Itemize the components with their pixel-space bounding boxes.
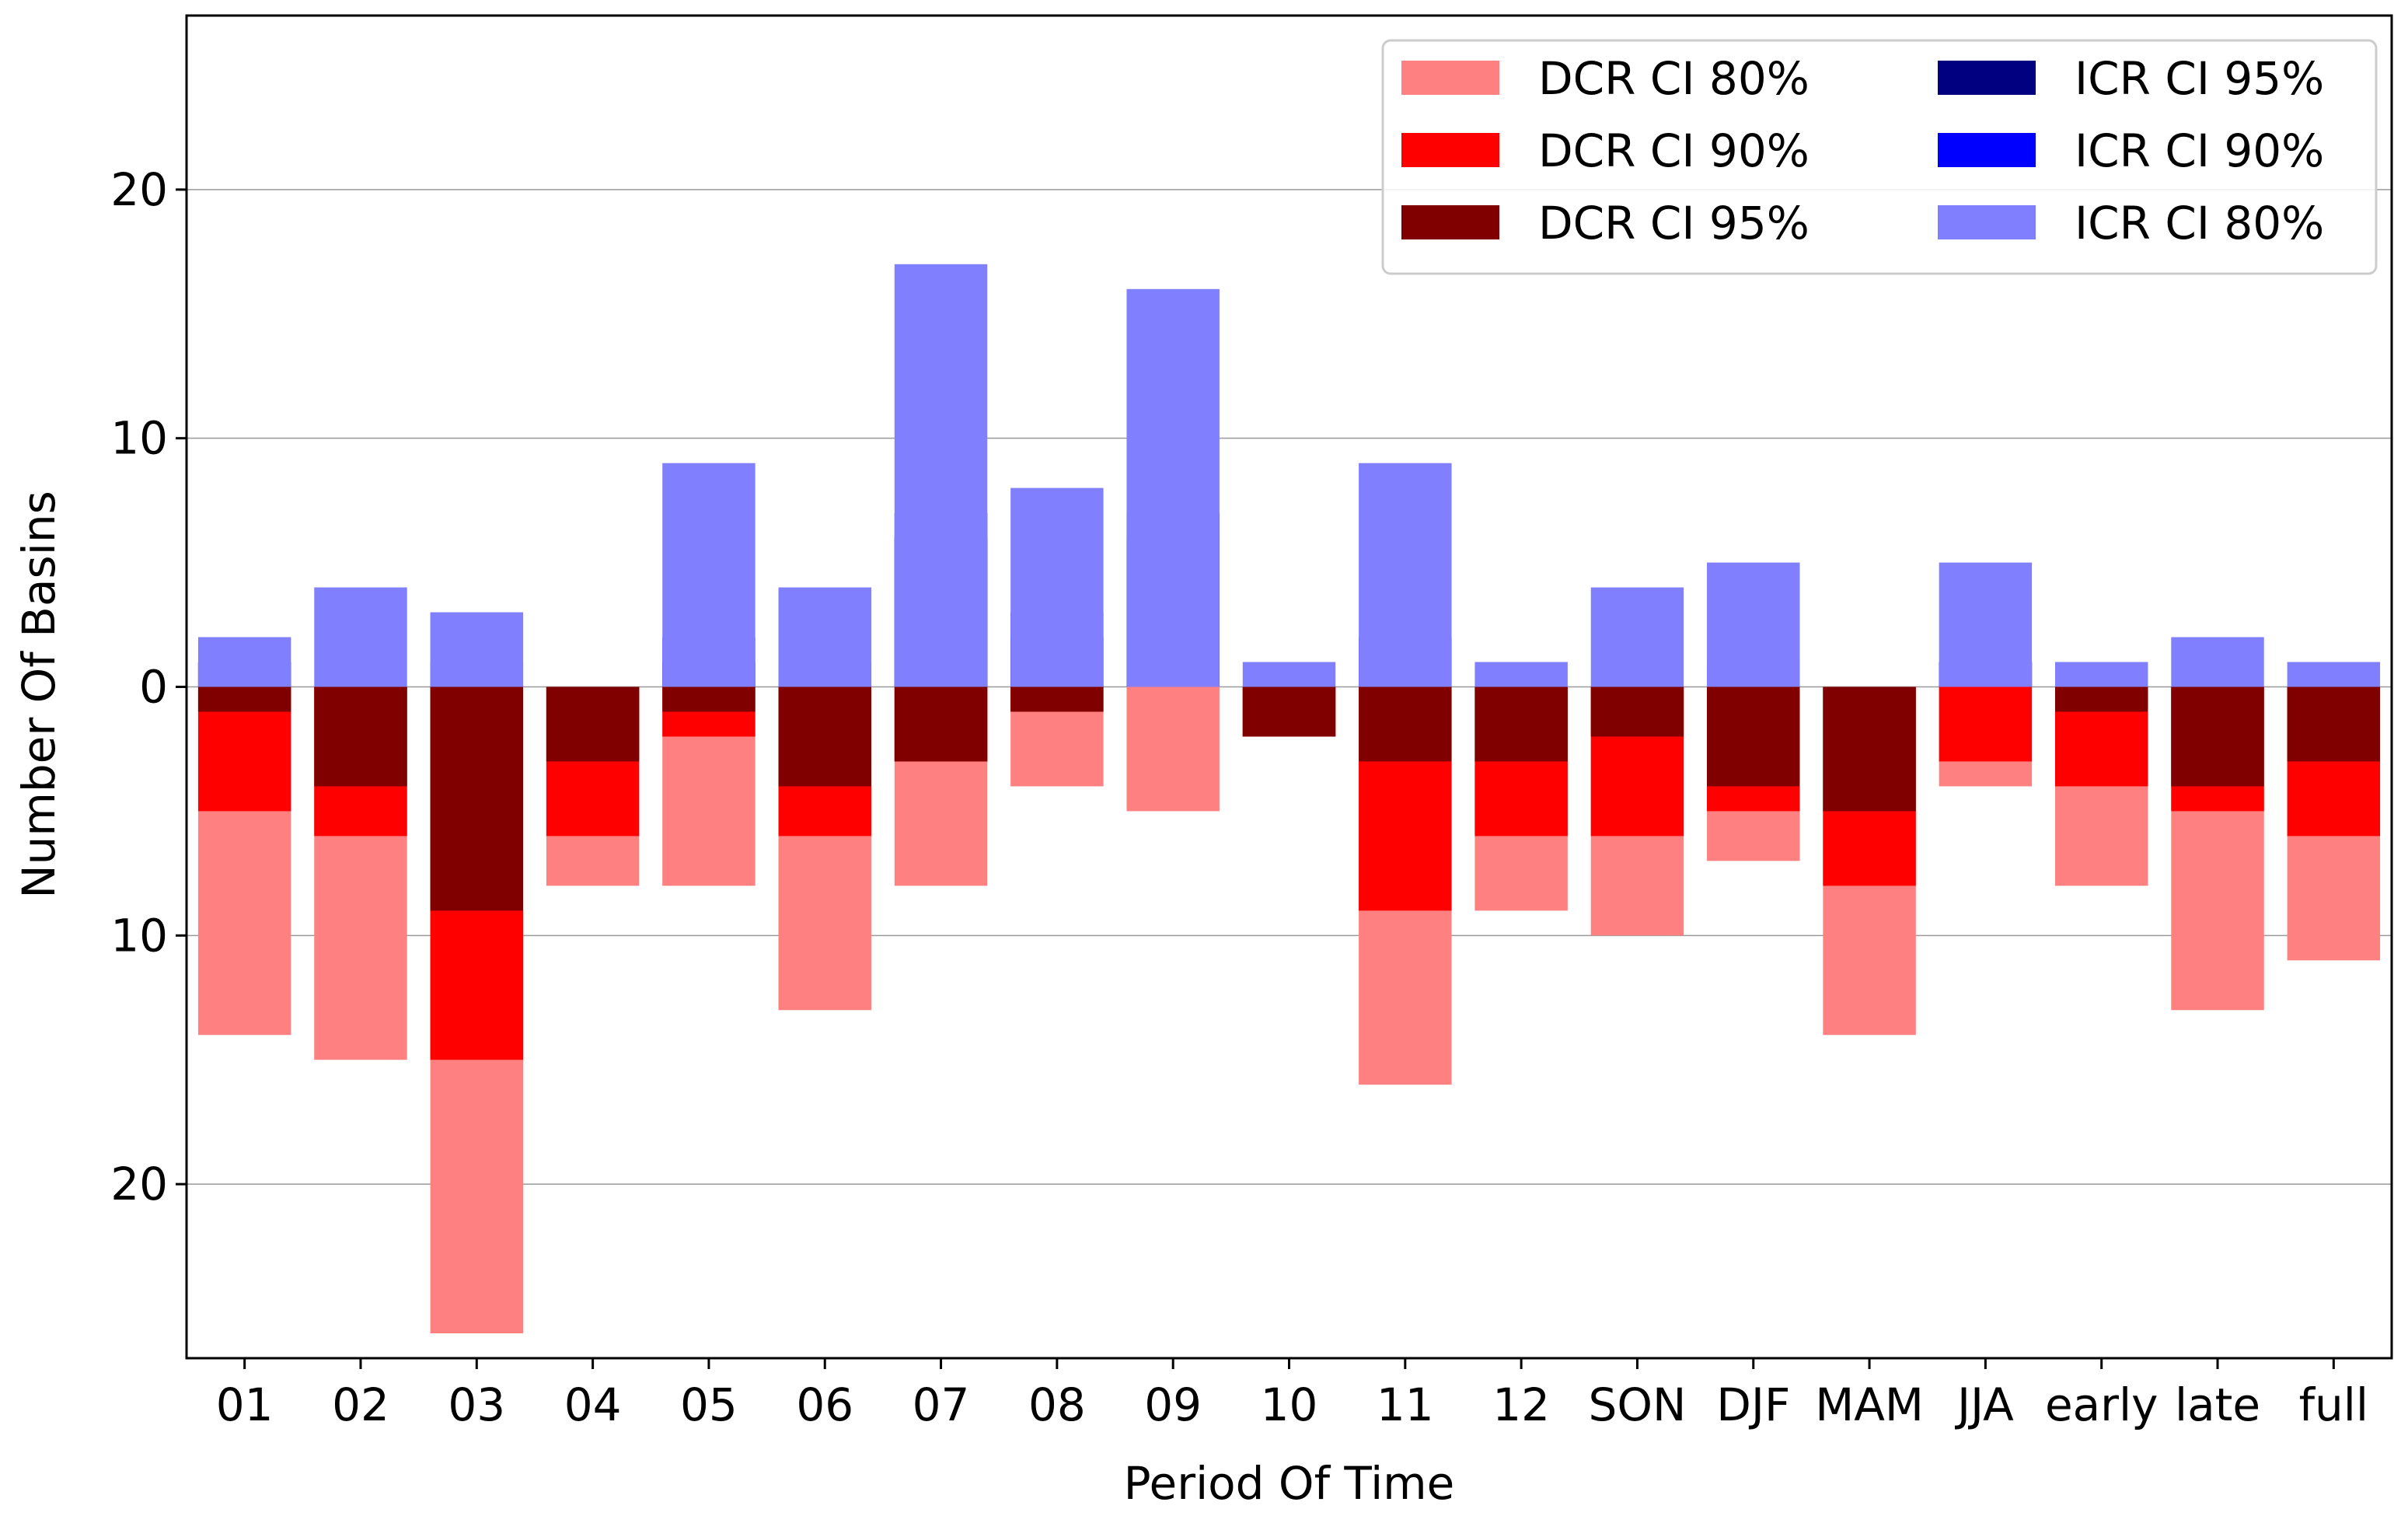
bar-dcr-ci-95--10 <box>1242 686 1336 737</box>
bar-dcr-ci-95--early <box>2054 686 2148 712</box>
y-axis-label: Number Of Basins <box>12 491 65 899</box>
bar-icr-ci-80--12 <box>1474 662 1568 687</box>
x-tick-label: 01 <box>216 1378 274 1431</box>
legend-swatch <box>1401 61 1499 95</box>
legend-swatch <box>1938 61 2036 95</box>
y-tick-label: 10 <box>110 412 168 465</box>
bar-icr-ci-80--01 <box>197 637 291 687</box>
x-tick-label: 11 <box>1377 1378 1434 1431</box>
legend-label: DCR CI 90% <box>1538 124 1809 177</box>
legend-frame <box>1381 39 2378 275</box>
x-tick-label: DJF <box>1716 1378 1790 1431</box>
bar-dcr-ci-95--02 <box>314 686 407 787</box>
x-tick-label: 12 <box>1492 1378 1550 1431</box>
x-tick-label: late <box>2175 1378 2260 1431</box>
legend-swatch <box>1401 205 1499 239</box>
x-tick-label: early <box>2045 1378 2158 1431</box>
legend-swatch <box>1938 133 2036 167</box>
bar-icr-ci-80--10 <box>1242 662 1336 687</box>
bar-dcr-ci-95--full <box>2287 686 2381 762</box>
bar-icr-ci-80--07 <box>894 264 988 687</box>
bar-dcr-ci-95--06 <box>778 686 871 787</box>
x-tick-label: 04 <box>564 1378 622 1431</box>
legend-label: ICR CI 95% <box>2075 52 2324 105</box>
y-tick-label: 20 <box>110 163 168 216</box>
bar-dcr-ci-95--MAM <box>1823 686 1916 812</box>
bar-dcr-ci-80--09 <box>1126 686 1220 812</box>
legend-label: DCR CI 95% <box>1538 197 1809 250</box>
bar-icr-ci-80--SON <box>1590 587 1684 687</box>
bar-icr-ci-80--06 <box>778 587 871 687</box>
bar-icr-ci-80--early <box>2054 662 2148 687</box>
x-tick-label: full <box>2299 1378 2368 1431</box>
bar-dcr-ci-95--11 <box>1359 686 1452 762</box>
legend-swatch <box>1401 133 1499 167</box>
x-tick-label: SON <box>1589 1378 1687 1431</box>
bar-dcr-ci-95--late <box>2171 686 2264 787</box>
bar-icr-ci-80--08 <box>1010 487 1104 687</box>
legend: DCR CI 80% DCR CI 90% DCR CI 95% ICR CI 95%… <box>1381 39 2378 275</box>
bar-dcr-ci-95--08 <box>1010 686 1104 712</box>
legend-label: DCR CI 80% <box>1538 52 1809 105</box>
bar-dcr-ci-90--JJA <box>1939 686 2033 762</box>
x-axis-label: Period Of Time <box>1124 1457 1455 1510</box>
bar-dcr-ci-95--05 <box>662 686 756 712</box>
bars <box>197 264 2381 1334</box>
x-tick-label: MAM <box>1815 1378 1924 1431</box>
x-tick-label: 06 <box>796 1378 853 1431</box>
bar-icr-ci-80--11 <box>1359 463 1452 687</box>
y-tick-label: 10 <box>110 909 168 962</box>
x-axis-ticks: 01 02 03 04 05 06 07 08 09 10 11 12 SON DJF MAM JJA earl… <box>216 1358 2368 1431</box>
bar-icr-ci-80--full <box>2287 662 2381 687</box>
y-tick-label: 20 <box>110 1158 168 1210</box>
legend-label: ICR CI 80% <box>2075 197 2324 250</box>
bar-dcr-ci-95--01 <box>197 686 291 712</box>
x-tick-label: 07 <box>913 1378 970 1431</box>
legend-label: ICR CI 90% <box>2075 124 2324 177</box>
x-tick-label: 08 <box>1028 1378 1086 1431</box>
x-tick-label: 02 <box>332 1378 389 1431</box>
bar-dcr-ci-95--04 <box>546 686 640 762</box>
x-tick-label: 09 <box>1144 1378 1202 1431</box>
bar-icr-ci-80--03 <box>430 612 524 687</box>
bar-icr-ci-80--05 <box>662 463 756 687</box>
bar-icr-ci-80--02 <box>314 587 407 687</box>
bar-icr-ci-80--DJF <box>1707 562 1800 687</box>
y-tick-label: 0 <box>139 661 168 714</box>
bar-dcr-ci-95--DJF <box>1707 686 1800 787</box>
bar-icr-ci-80--JJA <box>1939 562 2033 687</box>
bar-dcr-ci-95--03 <box>430 686 524 911</box>
x-tick-label: 03 <box>448 1378 505 1431</box>
x-tick-label: 05 <box>680 1378 738 1431</box>
bar-icr-ci-80--09 <box>1126 288 1220 687</box>
x-tick-label: 10 <box>1261 1378 1318 1431</box>
y-axis-ticks: 20 10 0 10 20 <box>110 163 187 1210</box>
x-tick-label: JJA <box>1955 1378 2014 1431</box>
bar-dcr-ci-95--SON <box>1590 686 1684 737</box>
legend-swatch <box>1938 205 2036 239</box>
bar-dcr-ci-95--07 <box>894 686 988 762</box>
bar-dcr-ci-95--12 <box>1474 686 1568 762</box>
bar-icr-ci-80--late <box>2171 637 2264 687</box>
